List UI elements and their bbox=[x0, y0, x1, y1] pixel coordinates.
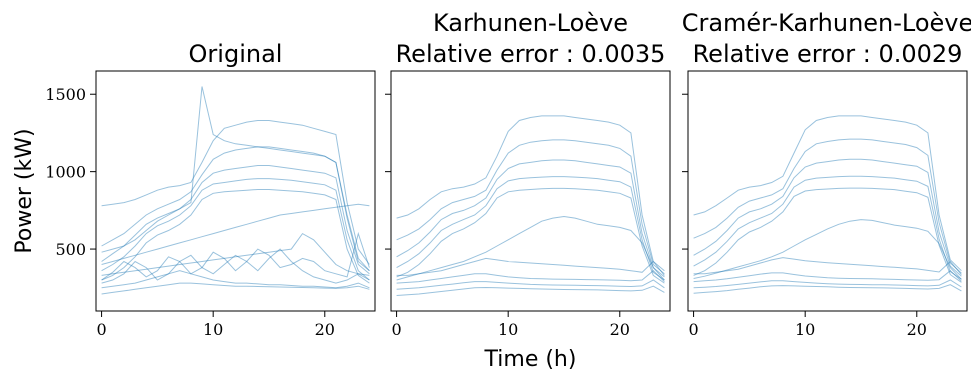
series-line-10 bbox=[693, 284, 962, 294]
series-line-11 bbox=[101, 282, 370, 295]
series-line-10 bbox=[101, 270, 370, 289]
series-line-9 bbox=[101, 248, 370, 284]
panels: 0 10 20 500 1000 1500 Original Power (kW) 0 10 20 K… bbox=[12, 9, 971, 372]
series-line-12 bbox=[101, 232, 370, 276]
series-line-1 bbox=[396, 115, 665, 272]
y-tick-label: 500 bbox=[55, 240, 86, 259]
series-line-7 bbox=[396, 257, 665, 276]
y-tick-label: 1000 bbox=[45, 163, 86, 182]
x-tick-label: 10 bbox=[203, 320, 223, 339]
series-group bbox=[101, 86, 370, 295]
series-line-2 bbox=[396, 139, 665, 275]
chart-title: Cramér-Karhunen-Loève bbox=[682, 9, 971, 37]
x-tick-label: 20 bbox=[315, 320, 335, 339]
series-line-6 bbox=[693, 219, 962, 280]
series-line-10 bbox=[396, 285, 665, 296]
series-line-5 bbox=[693, 187, 962, 283]
series-line-5 bbox=[396, 187, 665, 284]
series-line-9 bbox=[396, 279, 665, 290]
series-line-2 bbox=[101, 146, 370, 272]
x-tick-label: 10 bbox=[498, 320, 518, 339]
series-line-4 bbox=[101, 178, 370, 281]
series-line-6 bbox=[396, 215, 665, 281]
x-tick-label: 0 bbox=[96, 320, 106, 339]
y-axis-label: Power (kW) bbox=[12, 128, 37, 253]
chart-title: Karhunen-Loève bbox=[433, 9, 628, 37]
series-line-8 bbox=[693, 270, 962, 283]
series-group bbox=[693, 115, 962, 294]
series-line-7 bbox=[693, 257, 962, 275]
x-tick-label: 10 bbox=[795, 320, 815, 339]
series-line-4 bbox=[693, 175, 962, 280]
plot-frame bbox=[687, 70, 968, 312]
series-line-1 bbox=[101, 120, 370, 265]
series-line-2 bbox=[693, 138, 962, 274]
series-line-3 bbox=[693, 158, 962, 277]
x-tick-label: 20 bbox=[907, 320, 927, 339]
chart-subtitle: Relative error : 0.0035 bbox=[396, 40, 666, 68]
y-tick-label: 1500 bbox=[45, 85, 86, 104]
series-line-7 bbox=[101, 203, 370, 265]
plot-frame bbox=[95, 70, 376, 312]
series-line-6 bbox=[101, 86, 370, 272]
series-line-9 bbox=[693, 279, 962, 289]
series-line-5 bbox=[101, 189, 370, 284]
series-line-3 bbox=[101, 165, 370, 275]
plot-frame bbox=[390, 70, 671, 312]
chart-panel-3: 0 10 20 Cramér-Karhunen-Loève Relative error… bbox=[682, 9, 971, 339]
series-line-8 bbox=[101, 231, 370, 281]
x-axis-label: Time (h) bbox=[484, 347, 577, 372]
series-line-4 bbox=[396, 176, 665, 281]
chart-panel-2: 0 10 20 Karhunen-Loève Relative error : 0.00… bbox=[385, 9, 671, 372]
x-tick-label: 20 bbox=[610, 320, 630, 339]
series-line-1 bbox=[693, 115, 962, 272]
series-line-3 bbox=[396, 159, 665, 278]
chart-title: Original bbox=[189, 40, 283, 68]
chart-panel-1: 0 10 20 500 1000 1500 Original Power (kW) bbox=[12, 40, 376, 339]
series-line-8 bbox=[396, 270, 665, 284]
x-tick-label: 0 bbox=[391, 320, 401, 339]
x-tick-label: 0 bbox=[688, 320, 698, 339]
chart-subtitle: Relative error : 0.0029 bbox=[693, 40, 963, 68]
series-group bbox=[396, 115, 665, 296]
